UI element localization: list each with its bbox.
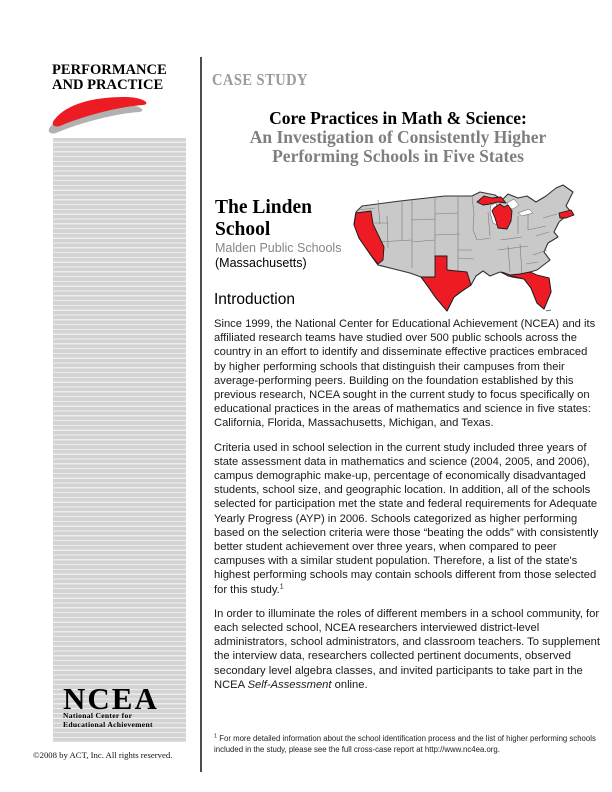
footnote: 1 For more detailed information about th… xyxy=(214,734,600,755)
school-district: Malden Public Schools xyxy=(215,241,342,255)
paragraph-2-text: Criteria used in school selection in the… xyxy=(214,441,599,596)
document-title: Core Practices in Math & Science: An Inv… xyxy=(214,109,582,166)
state-massachusetts xyxy=(558,209,575,219)
title-line-2: An Investigation of Consistently Higher xyxy=(249,127,547,147)
title-line-3: Performing Schools in Five States xyxy=(272,146,524,166)
footnote-marker-inline: 1 xyxy=(279,582,284,590)
self-assessment-italic: Self-Assessment xyxy=(247,678,332,691)
body-text: Since 1999, the National Center for Educ… xyxy=(214,317,600,702)
florida-keys xyxy=(545,309,552,312)
state-michigan xyxy=(476,195,513,230)
school-state: (Massachusetts) xyxy=(215,256,307,270)
great-lakes xyxy=(489,198,534,226)
ncea-logo-tagline: National Center for Educational Achievem… xyxy=(63,711,153,729)
sidebar-gray-bar: NCEA National Center for Educational Ach… xyxy=(53,138,186,742)
ncea-logo-acronym: NCEA xyxy=(63,681,159,716)
masthead-title: PERFORMANCE AND PRACTICE xyxy=(52,62,167,93)
us-map xyxy=(350,180,610,325)
paragraph-1: Since 1999, the National Center for Educ… xyxy=(214,317,600,431)
footnote-text: For more detailed information about the … xyxy=(214,734,596,754)
title-line-1: Core Practices in Math & Science: xyxy=(269,108,527,128)
school-name: The Linden School xyxy=(215,197,312,240)
state-california xyxy=(353,210,385,265)
ncea-logo: NCEA National Center for Educational Ach… xyxy=(63,681,159,729)
paragraph-1-text: Since 1999, the National Center for Educ… xyxy=(214,318,596,430)
paragraph-3-text: In order to illuminate the roles of diff… xyxy=(214,607,600,691)
paragraph-3-text-end: online. xyxy=(331,678,368,691)
state-florida xyxy=(501,271,552,310)
section-heading-introduction: Introduction xyxy=(214,291,295,308)
copyright-line: ©2008 by ACT, Inc. All rights reserved. xyxy=(33,750,173,760)
footnote-marker: 1 xyxy=(214,733,218,740)
kicker-case-study: CASE STUDY xyxy=(212,70,308,89)
paragraph-3: In order to illuminate the roles of diff… xyxy=(214,607,600,692)
paragraph-2: Criteria used in school selection in the… xyxy=(214,441,600,597)
state-texas xyxy=(420,255,472,312)
state-border-lines xyxy=(356,195,558,275)
vertical-divider xyxy=(200,57,202,772)
swoosh-logo-icon xyxy=(46,93,158,142)
